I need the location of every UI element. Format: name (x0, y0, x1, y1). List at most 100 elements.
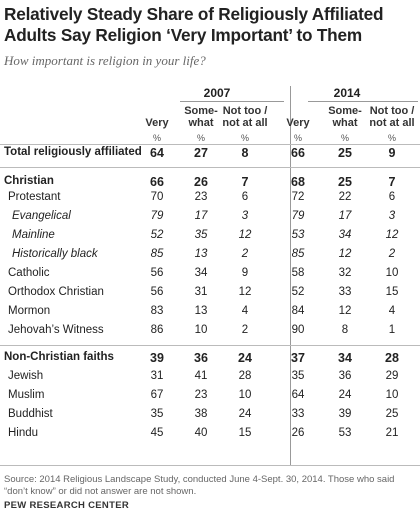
unit-label: % (240, 133, 249, 143)
column-header-not-too-2007: Not too / not at all (222, 105, 268, 129)
cell-very-2014: 35 (291, 370, 305, 382)
cell-very-2007: 85 (150, 248, 164, 260)
cell-somewhat-2007: 23 (194, 389, 208, 401)
cell-very-2014: 37 (291, 351, 305, 365)
cell-not-too-2007: 8 (241, 146, 249, 160)
cell-very-2014: 33 (291, 408, 305, 420)
cell-somewhat-2014: 34 (338, 229, 352, 241)
cell-not-too-2007: 28 (238, 370, 252, 382)
cell-very-2014: 53 (291, 229, 305, 241)
cell-somewhat-2014: 32 (338, 267, 352, 279)
row-label: Total religiously affiliated (4, 146, 142, 158)
row-label: Christian (4, 175, 54, 187)
cell-very-2007: 86 (150, 324, 164, 336)
row-divider (0, 465, 420, 466)
row-divider (0, 144, 420, 145)
cell-very-2014: 79 (291, 210, 305, 222)
row-label: Mormon (8, 305, 51, 317)
cell-somewhat-2014: 33 (338, 286, 352, 298)
unit-label: % (152, 133, 161, 143)
cell-not-too-2007: 6 (241, 191, 249, 203)
chart-title: Relatively Steady Share of Religiously A… (4, 4, 384, 45)
cell-somewhat-2007: 31 (194, 286, 208, 298)
cell-very-2007: 35 (150, 408, 164, 420)
cell-very-2007: 56 (150, 267, 164, 279)
cell-not-too-2007: 24 (238, 408, 252, 420)
cell-very-2014: 85 (291, 248, 305, 260)
cell-not-too-2014: 3 (388, 210, 396, 222)
cell-not-too-2007: 2 (241, 324, 249, 336)
source-note: Source: 2014 Religious Landscape Study, … (4, 474, 395, 497)
cell-not-too-2014: 29 (385, 370, 399, 382)
cell-somewhat-2007: 36 (194, 351, 208, 365)
cell-somewhat-2014: 17 (338, 210, 352, 222)
row-label: Buddhist (8, 408, 53, 420)
cell-not-too-2007: 12 (238, 286, 252, 298)
cell-not-too-2014: 28 (385, 351, 399, 365)
unit-label: % (196, 133, 205, 143)
cell-somewhat-2014: 53 (338, 427, 352, 439)
cell-somewhat-2014: 12 (338, 305, 352, 317)
cell-somewhat-2007: 13 (194, 305, 208, 317)
cell-somewhat-2007: 35 (194, 229, 208, 241)
cell-not-too-2007: 12 (238, 229, 252, 241)
cell-very-2007: 67 (150, 389, 164, 401)
cell-somewhat-2014: 34 (338, 351, 352, 365)
chart-subtitle: How important is religion in your life? (4, 53, 206, 68)
unit-label: % (387, 133, 396, 143)
cell-not-too-2014: 15 (385, 286, 399, 298)
cell-very-2007: 64 (150, 146, 164, 160)
cell-somewhat-2007: 17 (194, 210, 208, 222)
row-divider (0, 345, 420, 346)
column-header-not-too-2014: Not too / not at all (369, 105, 415, 129)
year-header-2014: 2014 (333, 86, 361, 100)
cell-not-too-2007: 4 (241, 305, 249, 317)
cell-not-too-2007: 24 (238, 351, 252, 365)
cell-very-2007: 45 (150, 427, 164, 439)
cell-not-too-2014: 10 (385, 267, 399, 279)
column-header-somewhat-2007: Some-what (184, 105, 218, 129)
cell-not-too-2014: 21 (385, 427, 399, 439)
cell-not-too-2014: 10 (385, 389, 399, 401)
cell-somewhat-2014: 36 (338, 370, 352, 382)
row-label: Evangelical (12, 210, 71, 222)
cell-not-too-2014: 1 (388, 324, 396, 336)
row-label: Catholic (8, 267, 50, 279)
column-header-very-2014: Very (286, 117, 310, 129)
unit-label: % (340, 133, 349, 143)
year-separator (290, 86, 291, 466)
row-label: Protestant (8, 191, 61, 203)
cell-somewhat-2014: 12 (338, 248, 352, 260)
column-header-very-2007: Very (145, 117, 169, 129)
cell-very-2007: 70 (150, 191, 164, 203)
row-label: Jewish (8, 370, 44, 382)
cell-not-too-2014: 2 (388, 248, 396, 260)
cell-not-too-2014: 6 (388, 191, 396, 203)
row-label: Historically black (12, 248, 98, 260)
cell-not-too-2007: 3 (241, 210, 249, 222)
cell-very-2014: 52 (291, 286, 305, 298)
cell-somewhat-2007: 40 (194, 427, 208, 439)
cell-very-2014: 90 (291, 324, 305, 336)
year-header-2007: 2007 (203, 86, 231, 100)
cell-not-too-2007: 9 (241, 267, 249, 279)
cell-somewhat-2007: 34 (194, 267, 208, 279)
row-label: Mainline (12, 229, 55, 241)
cell-somewhat-2007: 13 (194, 248, 208, 260)
row-label: Jehovah’s Witness (8, 324, 104, 336)
cell-very-2007: 66 (150, 175, 164, 189)
row-label: Non-Christian faiths (4, 351, 114, 363)
cell-somewhat-2007: 10 (194, 324, 208, 336)
cell-very-2007: 56 (150, 286, 164, 298)
cell-not-too-2014: 25 (385, 408, 399, 420)
cell-very-2014: 68 (291, 175, 305, 189)
cell-very-2007: 83 (150, 305, 164, 317)
year-underline-2007 (180, 101, 284, 102)
cell-not-too-2014: 4 (388, 305, 396, 317)
cell-very-2007: 31 (150, 370, 164, 382)
brand-footer: PEW RESEARCH CENTER (4, 500, 129, 511)
column-header-somewhat-2014: Some-what (328, 105, 362, 129)
cell-very-2014: 66 (291, 146, 305, 160)
row-label: Hindu (8, 427, 39, 439)
cell-not-too-2014: 7 (388, 175, 396, 189)
